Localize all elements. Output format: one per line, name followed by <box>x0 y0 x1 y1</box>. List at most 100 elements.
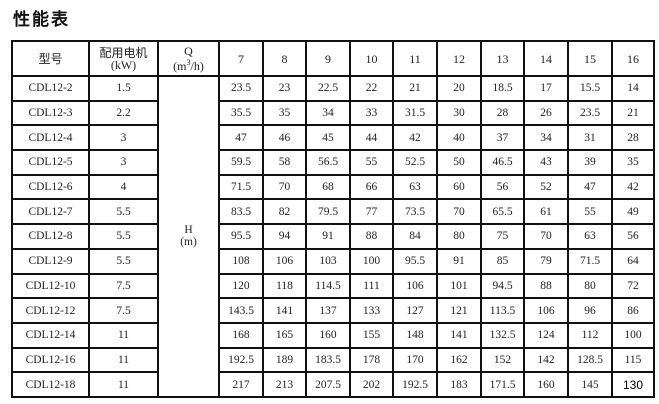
head-value-cell: 61 <box>523 198 569 226</box>
model-cell: CDL12-4 <box>11 124 90 152</box>
head-value-cell: 47 <box>567 173 613 201</box>
head-value-cell: 183 <box>436 371 482 398</box>
head-value-cell: 18.5 <box>480 75 525 102</box>
head-value-cell: 141 <box>262 297 307 324</box>
motor-power-cell: 11 <box>88 346 159 374</box>
table-row: CDL12-16 11 192.5 189 183.5 178 170 162 152 142 12… <box>11 346 655 374</box>
model-cell: CDL12-3 <box>11 99 90 127</box>
header-flow-value: 8 <box>262 40 307 77</box>
head-value-cell: 43 <box>523 149 569 176</box>
model-cell: CDL12-14 <box>11 321 90 349</box>
table-row: CDL12-6 4 71.5 70 68 66 63 60 56 52 47 42 <box>11 173 655 201</box>
model-cell: CDL12-7 <box>11 198 90 226</box>
head-value-cell: 46 <box>262 124 307 152</box>
head-value-cell: 55 <box>349 149 394 176</box>
head-value-cell: 183.5 <box>305 346 351 374</box>
head-value-cell: 63 <box>567 223 613 250</box>
head-value-cell: 95.5 <box>392 247 438 275</box>
table-row: CDL12-3 2.2 35.5 35 34 33 31.5 30 28 26 23.5 21 <box>11 99 655 127</box>
head-value-cell: 31 <box>567 124 613 152</box>
model-cell: CDL12-8 <box>11 223 90 250</box>
head-value-cell: 148 <box>392 321 438 349</box>
head-value-cell: 79 <box>523 247 569 275</box>
motor-power-cell: 3 <box>88 149 159 176</box>
model-cell: CDL12-18 <box>11 371 90 398</box>
head-value-cell: 133 <box>349 297 394 324</box>
table-row: CDL12-5 3 59.5 58 56.5 55 52.5 50 46.5 43 39 35 <box>11 149 655 176</box>
head-value-cell: 120 <box>218 272 264 300</box>
head-value-cell: 217 <box>218 371 264 398</box>
head-value-cell: 103 <box>305 247 351 275</box>
head-value-cell: 130 <box>611 371 655 398</box>
header-flow-value: 13 <box>480 40 525 77</box>
header-flow-value: 11 <box>392 40 438 77</box>
header-flow-value: 7 <box>218 40 264 77</box>
head-value-cell: 100 <box>349 247 394 275</box>
head-value-cell: 59.5 <box>218 149 264 176</box>
header-flow-unit-sup: 3 <box>186 58 191 67</box>
head-value-cell: 111 <box>349 272 394 300</box>
model-cell: CDL12-16 <box>11 346 90 374</box>
head-value-cell: 141 <box>436 321 482 349</box>
head-value-cell: 142 <box>523 346 569 374</box>
head-value-cell: 178 <box>349 346 394 374</box>
head-value-cell: 192.5 <box>218 346 264 374</box>
page-title: 性能表 <box>13 10 70 30</box>
head-value-cell: 34 <box>523 124 569 152</box>
model-cell: CDL12-10 <box>11 272 90 300</box>
head-value-cell: 115 <box>611 346 655 374</box>
head-value-cell: 28 <box>480 99 525 127</box>
head-value-cell: 22 <box>349 75 394 102</box>
head-value-cell: 70 <box>523 223 569 250</box>
head-value-cell: 31.5 <box>392 99 438 127</box>
model-cell: CDL12-5 <box>11 149 90 176</box>
head-value-cell: 84 <box>392 223 438 250</box>
head-value-cell: 121 <box>436 297 482 324</box>
head-value-cell: 207.5 <box>305 371 351 398</box>
model-cell: CDL12-6 <box>11 173 90 201</box>
table-row: CDL12-8 5.5 95.5 94 91 88 84 80 75 70 63 56 <box>11 223 655 250</box>
head-label: H <box>184 224 193 237</box>
motor-power-cell: 7.5 <box>88 272 159 300</box>
head-value-cell: 192.5 <box>392 371 438 398</box>
head-value-cell: 82 <box>262 198 307 226</box>
head-value-cell: 152 <box>480 346 525 374</box>
head-value-cell: 100 <box>611 321 655 349</box>
head-value-cell: 91 <box>436 247 482 275</box>
head-value-cell: 94 <box>262 223 307 250</box>
head-value-cell: 132.5 <box>480 321 525 349</box>
table-row: CDL12-9 5.5 108 106 103 100 95.5 91 85 79 71.5 64 <box>11 247 655 275</box>
head-value-cell: 20 <box>436 75 482 102</box>
head-value-cell: 42 <box>392 124 438 152</box>
head-value-cell: 60 <box>436 173 482 201</box>
head-value-cell: 124 <box>523 321 569 349</box>
head-value-cell: 39 <box>567 149 613 176</box>
head-value-cell: 80 <box>436 223 482 250</box>
motor-power-cell: 3 <box>88 124 159 152</box>
head-value-cell: 33 <box>349 99 394 127</box>
table-row: CDL12-2 1.5 H (m) 23.5 23 22.5 22 21 20 18.5 17 15.5… <box>11 75 655 398</box>
head-value-cell: 160 <box>305 321 351 349</box>
header-motor: 配用电机 (kW) <box>88 40 159 77</box>
head-value-cell: 127 <box>392 297 438 324</box>
header-model: 型号 <box>11 40 90 77</box>
motor-power-cell: 5.5 <box>88 247 159 275</box>
head-value-cell: 72 <box>611 272 655 300</box>
head-value-cell: 155 <box>349 321 394 349</box>
head-value-cell: 108 <box>218 247 264 275</box>
head-value-cell: 202 <box>349 371 394 398</box>
head-value-cell: 35 <box>611 149 655 176</box>
head-value-cell: 88 <box>523 272 569 300</box>
head-value-cell: 75 <box>480 223 525 250</box>
head-value-cell: 34 <box>305 99 351 127</box>
head-value-cell: 106 <box>392 272 438 300</box>
head-value-cell: 73.5 <box>392 198 438 226</box>
head-value-cell: 79.5 <box>305 198 351 226</box>
head-value-cell: 47 <box>218 124 264 152</box>
head-value-cell: 70 <box>436 198 482 226</box>
head-value-cell: 91 <box>305 223 351 250</box>
motor-power-cell: 4 <box>88 173 159 201</box>
header-flow-value: 12 <box>436 40 482 77</box>
head-value-cell: 128.5 <box>567 346 613 374</box>
head-value-cell: 68 <box>305 173 351 201</box>
